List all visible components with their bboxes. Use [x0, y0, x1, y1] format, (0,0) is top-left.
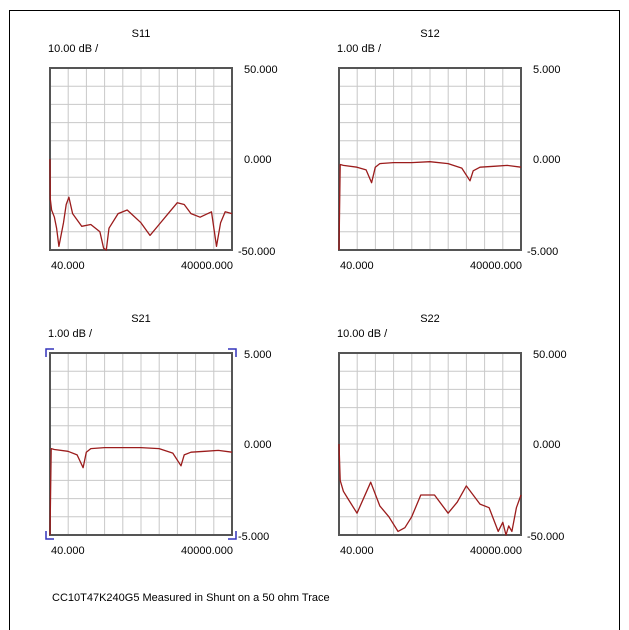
s21-selection-corner: [228, 531, 237, 540]
s22-trace: [338, 443, 522, 536]
s11-x-tick-label: 40000.000: [181, 260, 233, 272]
s12-title: S12: [420, 28, 440, 40]
s21-selection-corner: [45, 348, 54, 357]
s21-title: S21: [131, 313, 151, 325]
s11-y-tick-label: -50.000: [238, 246, 275, 258]
s21-y-tick-label: 5.000: [244, 349, 272, 361]
s22-y-tick-label: -50.000: [527, 531, 564, 543]
s21-y-tick-label: -5.000: [238, 531, 269, 543]
figure-frame: [9, 10, 620, 630]
s22-x-tick-label: 40000.000: [470, 545, 522, 557]
s11-x-tick-label: 40.000: [51, 260, 85, 272]
s22-title: S22: [420, 313, 440, 325]
s12-scale-label: 1.00 dB /: [337, 43, 382, 55]
s12-trace: [338, 161, 522, 251]
s11-title: S11: [132, 28, 151, 40]
s12-plot-frame: [338, 67, 522, 251]
s21-selection-corner: [45, 531, 54, 540]
s12-x-tick-label: 40000.000: [470, 260, 522, 272]
s21-scale-label: 1.00 dB /: [48, 328, 93, 340]
s21-y-tick-label: 0.000: [244, 439, 272, 451]
s22-scale-label: 10.00 dB /: [337, 328, 388, 340]
s12-x-tick-label: 40.000: [340, 260, 374, 272]
s11-trace: [49, 158, 233, 251]
s21-plot-frame: [49, 352, 233, 536]
s12-y-tick-label: 5.000: [533, 64, 561, 76]
s12-y-tick-label: -5.000: [527, 246, 558, 258]
s21-x-tick-label: 40.000: [51, 545, 85, 557]
figure-caption: CC10T47K240G5 Measured in Shunt on a 50 …: [52, 592, 330, 604]
s11-y-tick-label: 50.000: [244, 64, 278, 76]
s12-y-tick-label: 0.000: [533, 154, 561, 166]
s22-y-tick-label: 50.000: [533, 349, 567, 361]
s11-scale-label: 10.00 dB /: [48, 43, 99, 55]
s21-trace: [49, 446, 233, 536]
s22-y-tick-label: 0.000: [533, 439, 561, 451]
s21-x-tick-label: 40000.000: [181, 545, 233, 557]
s11-y-tick-label: 0.000: [244, 154, 272, 166]
s22-x-tick-label: 40.000: [340, 545, 374, 557]
s21-selection-corner: [228, 348, 237, 357]
